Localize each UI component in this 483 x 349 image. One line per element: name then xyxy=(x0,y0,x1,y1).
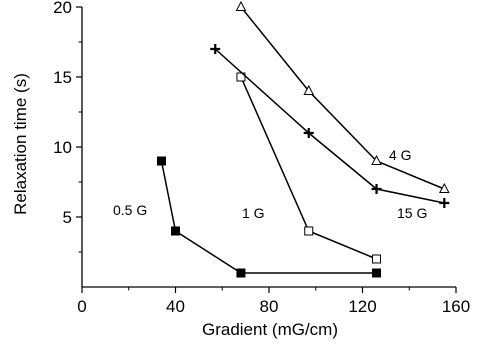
x-tick-label: 40 xyxy=(166,297,185,316)
series-2 xyxy=(235,0,450,193)
y-tick-label: 15 xyxy=(53,68,72,87)
series-label: 15 G xyxy=(397,205,427,221)
data-point xyxy=(171,226,180,236)
series-line xyxy=(240,6,445,190)
labels-layer: 0.5 G 1 G 4 G 15 G xyxy=(113,147,427,221)
series-3 xyxy=(210,44,450,208)
series-1 xyxy=(236,72,382,264)
x-axis-label: Gradient (mG/cm) xyxy=(202,320,338,339)
data-point xyxy=(236,268,246,278)
data-point xyxy=(156,156,166,166)
x-tick-label: 120 xyxy=(348,297,376,316)
series-label: 4 G xyxy=(389,147,412,163)
x-tick-label: 160 xyxy=(442,297,470,316)
series-layer xyxy=(156,0,450,278)
series-line xyxy=(214,48,445,204)
data-point xyxy=(210,44,221,54)
data-point xyxy=(371,184,382,194)
y-tick-label: 5 xyxy=(63,208,72,227)
data-point xyxy=(235,0,247,11)
y-tick-label: 10 xyxy=(53,138,72,157)
data-point xyxy=(304,226,314,236)
data-point xyxy=(438,182,450,193)
series-label: 0.5 G xyxy=(113,202,147,218)
data-point xyxy=(372,254,382,264)
series-label: 1 G xyxy=(242,205,265,221)
y-axis-label: Relaxation time (s) xyxy=(11,73,30,215)
series-0 xyxy=(156,156,382,278)
data-point xyxy=(303,128,314,138)
series-line xyxy=(160,160,377,274)
y-tick-label: 20 xyxy=(53,0,72,17)
axes: 0 40 80 120 160 5 10 15 20 xyxy=(53,0,470,316)
data-point xyxy=(303,84,315,95)
x-tick-label: 0 xyxy=(77,297,86,316)
x-tick-label: 80 xyxy=(260,297,279,316)
data-point xyxy=(439,198,450,208)
data-point xyxy=(371,154,382,165)
data-point xyxy=(372,268,382,278)
